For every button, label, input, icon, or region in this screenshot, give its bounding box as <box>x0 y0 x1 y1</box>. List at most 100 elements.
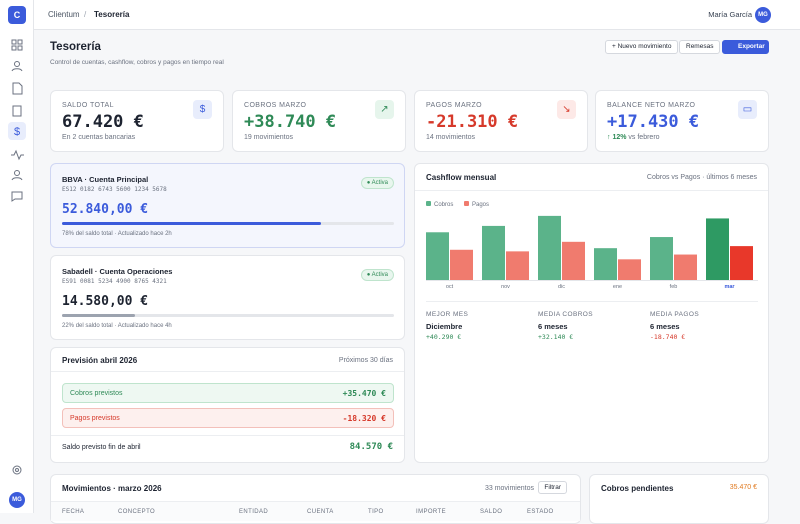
forecast-total: 84.570 € <box>349 442 393 452</box>
kpi-icon: ▭ <box>738 100 757 119</box>
x-tick-label: dic <box>558 284 565 290</box>
forecast-row-amount: +35.470 € <box>342 389 386 398</box>
account-status: ● Activa <box>360 177 394 189</box>
account-card[interactable]: BBVA · Cuenta Principal ● Activa ES12 0182… <box>50 163 405 248</box>
kpi-sub-strong: ↑ 12% <box>607 134 627 141</box>
account-share: 78% <box>62 231 75 237</box>
stat-title: Diciembre <box>426 322 463 331</box>
nav-documents[interactable] <box>12 82 23 95</box>
cashflow-title: Cashflow mensual <box>426 173 497 182</box>
kpi-sub-row: ↑ 12% vs febrero <box>607 134 660 141</box>
kpi-card: BALANCE NETO MARZO +17.430 € ▭ ↑ 12% vs feb… <box>595 90 769 152</box>
legend-label: Cobros <box>434 202 453 208</box>
column-header: TIPO <box>368 509 384 515</box>
bar <box>562 241 585 280</box>
forecast-row-label: Pagos previstos <box>70 415 120 422</box>
kpi-sub-row: 19 movimientos <box>244 134 293 141</box>
nav-team[interactable] <box>11 170 23 181</box>
user-name[interactable]: María García <box>708 10 752 19</box>
column-header: CUENTA <box>307 509 334 515</box>
pending-card: Cobros pendientes 35.470 € <box>589 474 769 524</box>
table-header: FECHA CONCEPTO ENTIDAD CUENTA TIPO IMPORTE SAL… <box>51 501 580 521</box>
column-header: IMPORTE <box>416 509 447 515</box>
nav-treasury[interactable]: $ <box>14 126 20 138</box>
kpi-icon: ↗ <box>375 100 394 119</box>
nav-clients[interactable] <box>11 61 23 72</box>
stat-label: MEJOR MES <box>426 311 469 318</box>
nav-icons: $ <box>8 39 26 202</box>
kpi-label: PAGOS MARZO <box>426 102 482 109</box>
nav-tasks[interactable] <box>12 105 22 117</box>
pending-amount: 35.470 € <box>729 484 757 491</box>
account-balance: 14.580,00 € <box>62 294 149 309</box>
column-header: ESTADO <box>527 509 554 515</box>
nav-messages[interactable] <box>11 191 23 202</box>
nav-settings[interactable] <box>11 464 23 476</box>
divider <box>415 190 768 191</box>
divider <box>51 371 404 372</box>
kpi-card: PAGOS MARZO -21.310 € ↘ 14 movimientos <box>414 90 588 152</box>
cashflow-note: Cobros vs Pagos · últimos 6 meses <box>646 174 757 181</box>
sidebar-avatar[interactable]: MG <box>9 492 25 508</box>
x-tick-label: feb <box>670 284 678 290</box>
logo[interactable]: C <box>8 6 26 24</box>
cashflow-card: Cashflow mensual Cobros vs Pagos · últim… <box>414 163 769 463</box>
account-iban: ES12 0182 6743 5600 1234 5678 <box>62 186 167 193</box>
breadcrumb-sep: / <box>84 10 87 19</box>
bar <box>730 246 753 280</box>
account-iban: ES91 0081 5234 4900 8765 4321 <box>62 278 167 285</box>
progress-bar <box>62 314 136 317</box>
column-header: CONCEPTO <box>118 509 156 515</box>
stat-title: 6 meses <box>538 322 568 331</box>
column-header: SALDO <box>480 509 503 515</box>
legend-swatch <box>464 201 469 206</box>
kpi-sub: En 2 cuentas bancarias <box>62 134 136 141</box>
forecast-card: Previsión abril 2026 Próximos 30 días Co… <box>50 347 405 463</box>
kpi-card: COBROS MARZO +38.740 € ↗ 19 movimientos <box>232 90 406 152</box>
kpi-label: COBROS MARZO <box>244 102 307 109</box>
kpi-value: -21.310 € <box>426 112 519 132</box>
bar <box>450 249 473 280</box>
kpi-label: BALANCE NETO MARZO <box>607 102 696 109</box>
btn-new[interactable]: + Nuevo movimiento <box>605 40 679 54</box>
account-name: Sabadell · Cuenta Operaciones <box>62 267 173 276</box>
account-balance: 52.840,00 € <box>62 202 149 217</box>
user-avatar[interactable]: MG <box>755 7 771 23</box>
kpi-sub: 19 movimientos <box>244 134 294 141</box>
bar <box>426 232 449 280</box>
bar <box>506 251 529 280</box>
forecast-title: Previsión abril 2026 <box>62 356 138 365</box>
kpi-sub-row: En 2 cuentas bancarias <box>62 134 135 141</box>
btn-export[interactable]: Exportar <box>722 40 769 54</box>
account-status: ● Activa <box>360 269 394 281</box>
btn-remesas[interactable]: Remesas <box>679 40 721 54</box>
topbar: Clientum / Tesorería María García MG <box>34 0 800 30</box>
kpi-icon: ↘ <box>557 100 576 119</box>
kpi-sub: vs febrero <box>628 134 660 141</box>
movements-title: Movimientos · marzo 2026 <box>62 484 162 493</box>
bar <box>538 215 561 280</box>
bar <box>594 248 617 280</box>
breadcrumb-current: Tesorería <box>94 10 130 19</box>
bar <box>674 254 697 280</box>
account-card[interactable]: Sabadell · Cuenta Operaciones ● Activa ES9… <box>50 255 405 340</box>
stat-value: -18.740 € <box>650 333 686 341</box>
forecast-row-amount: -18.320 € <box>342 414 386 423</box>
bar <box>650 237 673 280</box>
breadcrumb-root[interactable]: Clientum <box>48 10 80 19</box>
divider <box>51 435 404 436</box>
movements-card: Movimientos · marzo 2026 33 movimientos … <box>50 474 581 524</box>
stat-label: MEDIA COBROS <box>538 311 594 318</box>
nav-dashboard[interactable] <box>11 39 23 51</box>
nav-active-bg <box>8 122 26 140</box>
legend-label: Pagos <box>472 202 489 208</box>
btn-filter[interactable]: Filtrar <box>538 481 567 494</box>
progress-track <box>62 222 394 225</box>
sidebar: C $ MG <box>0 0 34 513</box>
cashflow-chart: Cobros Pagos oct nov dic ene feb mar <box>426 201 758 290</box>
account-footer-text: del saldo total · Actualizado hace 4h <box>75 323 172 329</box>
kpi-value: 67.420 € <box>62 112 144 132</box>
forecast-row-label: Cobros previstos <box>70 390 123 397</box>
nav-analytics[interactable] <box>11 149 24 161</box>
